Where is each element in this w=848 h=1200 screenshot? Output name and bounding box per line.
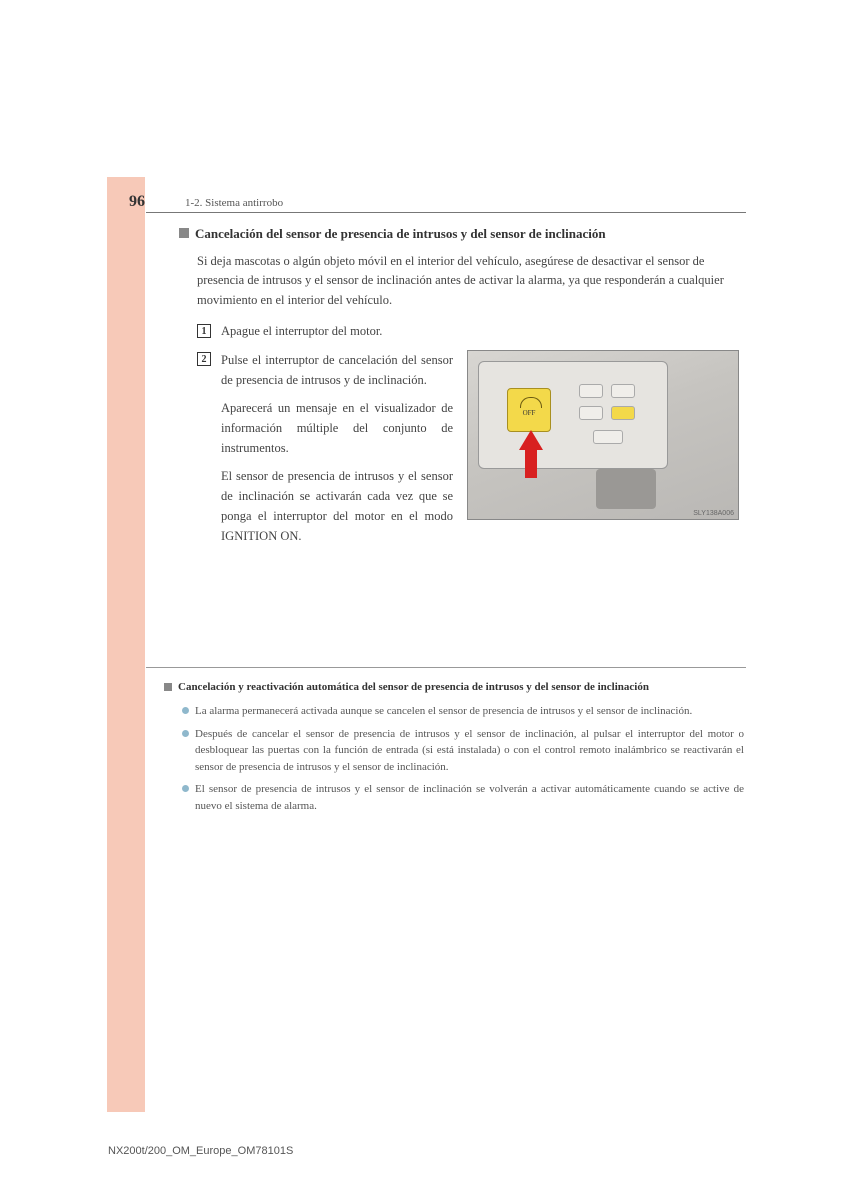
step-2-text-column: 2 Pulse el interruptor de cancelación de… [197,350,453,554]
step-1: 1 Apague el interruptor del motor. [197,322,747,341]
square-bullet-icon [179,228,189,238]
round-bullet-icon [182,785,189,792]
list-item: El sensor de presencia de intrusos y el … [182,781,744,814]
step-number-box: 1 [197,324,211,338]
button-off-label: OFF [523,409,536,417]
illustration-code: SLY138A006 [693,510,734,517]
step-2-p3: El sensor de presencia de intrusos y el … [221,466,453,546]
sensor-cancel-button-icon: OFF [507,388,551,432]
step-2: 2 Pulse el interruptor de cancelación de… [197,350,747,554]
page-number: 96 [107,193,155,211]
main-content: Cancelación del sensor de presencia de i… [179,226,747,554]
divider-rule [146,667,746,668]
document-footer: NX200t/200_OM_Europe_OM78101S [108,1145,293,1157]
step-2-p1: Pulse el interruptor de cancelación del … [221,350,453,390]
red-arrow-icon [521,430,541,476]
intro-paragraph: Si deja mascotas o algún objeto móvil en… [197,252,747,310]
secondary-heading: Cancelación y reactivación automática de… [164,680,744,695]
list-item: Después de cancelar el sensor de presenc… [182,726,744,776]
round-bullet-icon [182,707,189,714]
console-button [593,430,623,444]
page-sidebar-tab [107,177,145,1112]
round-bullet-icon [182,730,189,737]
console-button [611,384,635,398]
bullet-text: El sensor de presencia de intrusos y el … [195,781,744,814]
console-button [611,406,635,420]
list-item: La alarma permanecerá activada aunque se… [182,703,744,720]
step-1-text: Apague el interruptor del motor. [221,322,382,341]
bullet-text: La alarma permanecerá activada aunque se… [195,703,692,720]
square-bullet-icon [164,683,172,691]
mirror-mount [596,469,656,509]
console-button [579,406,603,420]
overhead-console-illustration: OFF SLY138A006 [467,350,739,520]
secondary-section: Cancelación y reactivación automática de… [164,680,744,820]
secondary-heading-text: Cancelación y reactivación automática de… [178,680,649,695]
header-rule [146,212,746,213]
main-heading: Cancelación del sensor de presencia de i… [179,226,747,242]
page-header: 96 1-2. Sistema antirrobo [107,193,747,211]
step-2-p2: Aparecerá un mensaje en el visualizador … [221,398,453,458]
step-number-box: 2 [197,352,211,366]
section-title: 1-2. Sistema antirrobo [185,197,283,209]
main-heading-text: Cancelación del sensor de presencia de i… [195,226,606,241]
console-button [579,384,603,398]
bullet-text: Después de cancelar el sensor de presenc… [195,726,744,776]
console-panel: OFF [478,361,668,469]
